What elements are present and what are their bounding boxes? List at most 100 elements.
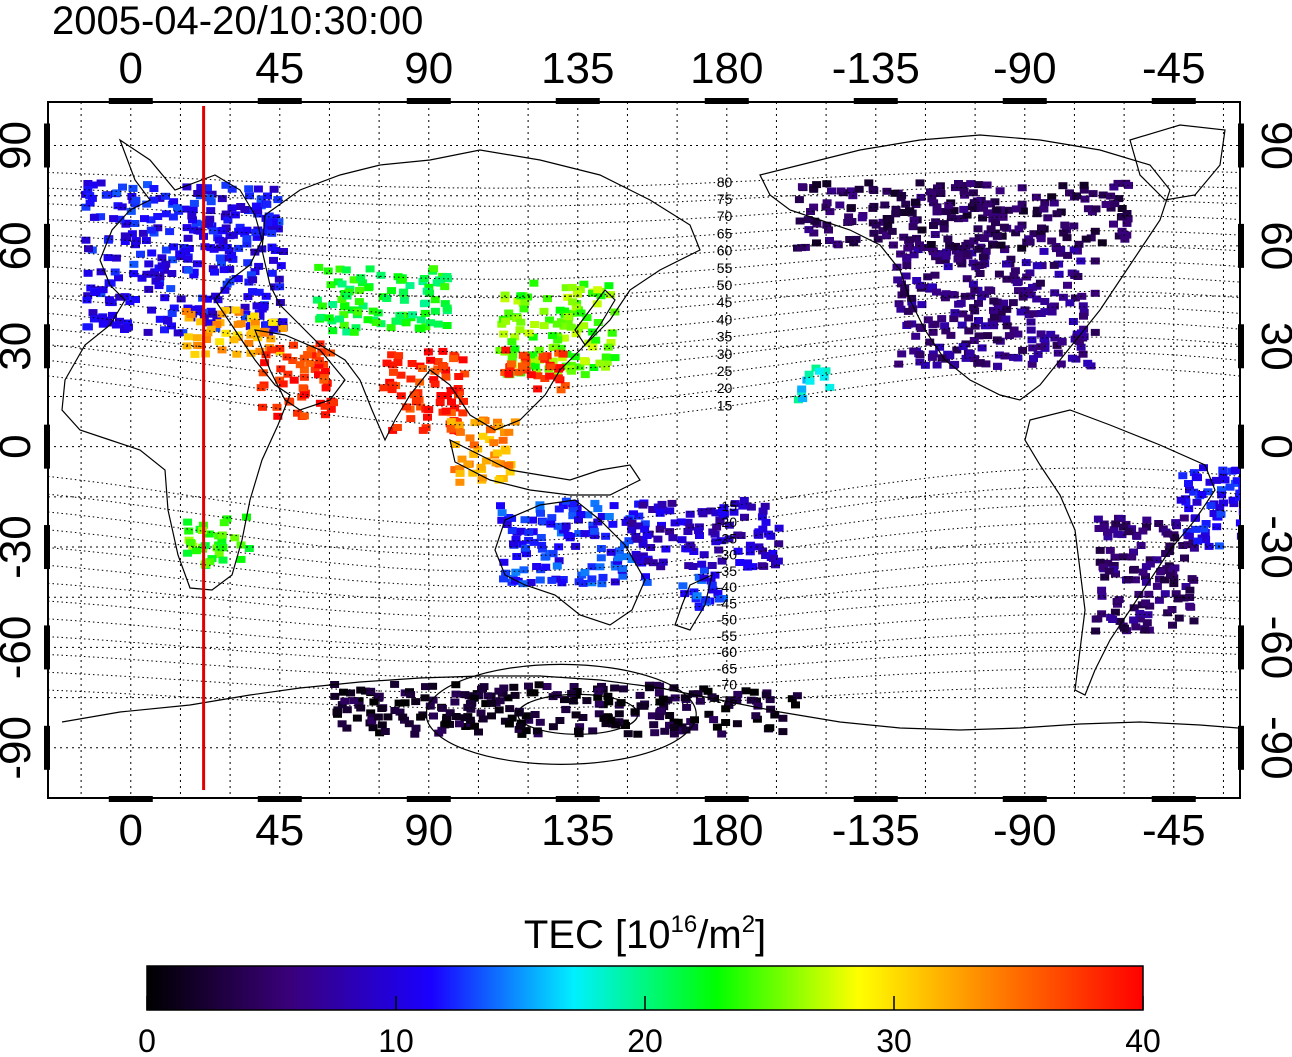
tec-cell [1073,336,1083,343]
tec-cell [891,205,901,213]
tec-cell [478,432,488,440]
tec-cell [476,463,486,471]
tec-cell [1000,352,1010,360]
tec-cell [96,268,106,276]
tec-cell [193,190,203,197]
tec-cell [717,730,727,738]
map-panel: 8075706560555045403530252015-15-20-25-30… [44,98,1244,802]
tec-cell [843,218,853,226]
tec-cell [864,179,874,187]
tec-cell [361,687,370,695]
tec-cell [923,273,933,281]
tec-cell [515,722,525,730]
tec-cell [274,218,284,226]
tec-cell [561,522,571,530]
tec-cell [115,293,125,301]
tec-cell [1079,186,1089,194]
tec-cell [270,214,280,222]
tec-cell [825,383,835,391]
frame-tick-right [1238,223,1244,268]
tec-cell [1008,299,1018,307]
tec-cell [932,288,941,296]
tec-cell [101,191,111,199]
tec-cell [120,238,130,245]
tec-cell [446,409,456,417]
tec-cell [208,227,218,235]
tec-cell [115,215,125,223]
tec-cell [329,399,338,407]
tec-cell [616,699,626,707]
tec-cell [707,581,717,589]
tec-cell [251,228,261,236]
tec-cell [559,334,569,342]
tec-cell [353,308,363,316]
tec-cell [604,282,614,290]
tec-cell [939,225,949,233]
tec-cell [986,225,996,233]
tec-cell [526,371,536,379]
tec-cell [477,474,487,482]
tec-cell [214,551,224,558]
tec-cell [1009,326,1019,334]
tec-cell [760,502,770,510]
tec-cell [1074,240,1084,248]
tec-cell [513,314,522,322]
tec-cell [588,521,598,529]
mlat-label: 70 [717,208,733,224]
tec-cell [337,280,347,288]
mlat-label: 30 [717,346,733,362]
mlat-contour [48,485,1240,542]
tec-cell [326,349,335,357]
tec-cell [1141,573,1150,581]
tec-cell [324,314,334,322]
tec-cell [746,696,756,704]
tec-cell [1117,213,1127,220]
tec-cell [648,559,658,567]
tec-cell [602,358,612,366]
tec-cell [478,715,488,723]
tec-cell [379,384,389,392]
tec-cell [186,539,195,547]
tec-cell [368,307,378,315]
tec-cell [953,255,963,263]
tec-cell [388,426,398,434]
tec-cell [1193,537,1203,545]
tec-cell [1211,476,1221,484]
tec-cell [1032,210,1042,218]
tec-data-layer [81,179,1240,738]
tec-cell [683,545,693,553]
tec-cell [761,518,771,526]
tec-cell [157,254,167,262]
tec-cell [809,185,819,193]
tec-cell [269,185,279,193]
tec-cell [1095,558,1105,566]
tec-cell [487,699,497,707]
tec-cell [137,274,147,282]
tec-cell [552,562,562,570]
tec-cell [230,211,240,219]
tec-cell [1063,281,1072,289]
tec-cell [183,255,193,263]
tec-cell [882,187,892,195]
tec-cell [390,707,400,714]
tec-cell [406,691,416,699]
tec-cell [1120,624,1129,632]
tec-cell [1185,586,1195,594]
tec-cell [268,218,278,226]
tec-cell [912,234,921,242]
frame-tick-right [1238,525,1244,570]
tec-cell [439,362,449,370]
tec-cell [442,322,452,329]
tec-cell [215,338,225,346]
tec-cell [160,294,170,302]
tec-cell [1002,322,1012,330]
tec-cell [377,721,387,729]
tec-cell [533,372,543,380]
tec-cell [149,196,159,204]
tec-cell [430,307,440,315]
tec-cell [234,244,244,252]
tec-cell [535,718,545,726]
tec-cell [836,187,846,195]
tec-cell [1097,239,1107,247]
tec-cell [557,354,567,362]
